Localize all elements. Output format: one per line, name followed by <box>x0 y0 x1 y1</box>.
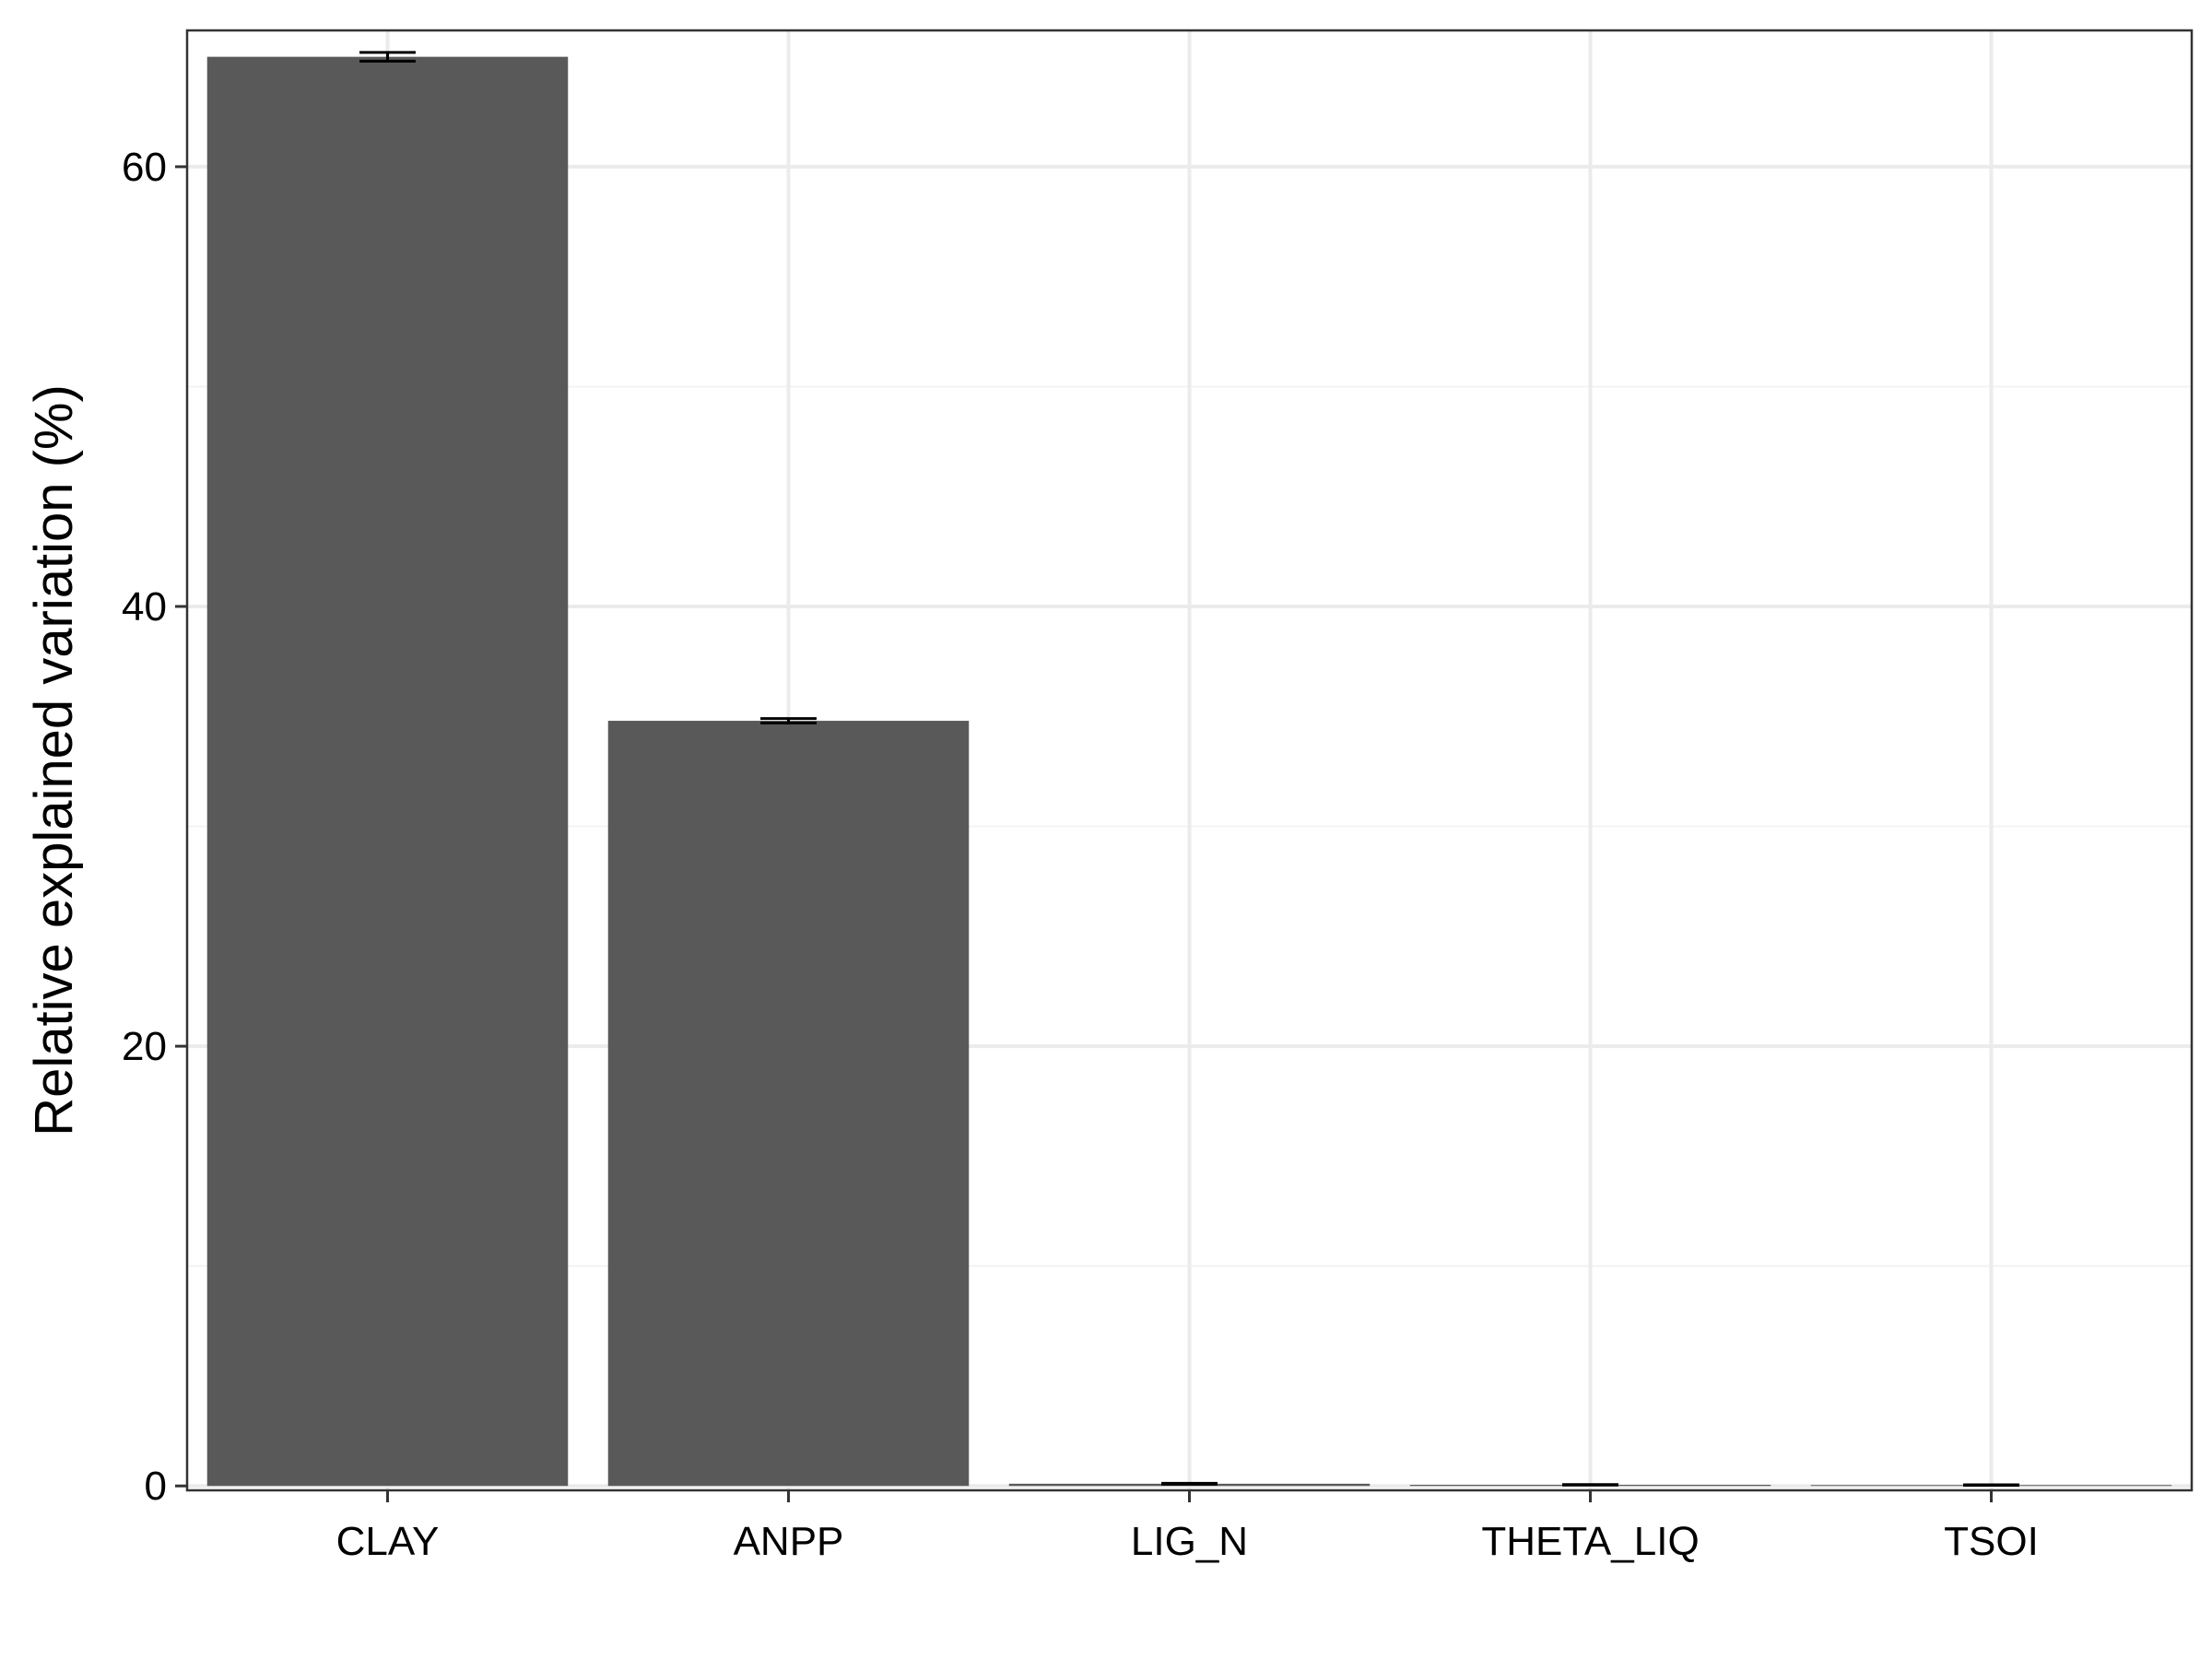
error-bars <box>359 51 2019 1488</box>
x-tick-label: LIG_N <box>1131 1519 1248 1564</box>
y-tick-label: 60 <box>122 145 167 190</box>
bar-clay <box>206 56 569 1487</box>
bars <box>206 56 2172 1487</box>
x-tick-label: TSOI <box>1944 1519 2039 1564</box>
x-tick-label: ANPP <box>734 1519 844 1564</box>
y-axis-title: Relative explained variation (%) <box>24 384 84 1136</box>
bar-anpp <box>607 721 970 1487</box>
y-tick-label: 40 <box>122 584 167 629</box>
axes: 0 20 40 60 CLAY ANPP LIG_N THETA_LIQ TSOI <box>122 145 2039 1564</box>
y-tick-label: 20 <box>122 1024 167 1069</box>
y-tick-label: 0 <box>145 1464 167 1509</box>
x-tick-label: CLAY <box>336 1519 440 1564</box>
x-tick-label: THETA_LIQ <box>1481 1519 1699 1564</box>
